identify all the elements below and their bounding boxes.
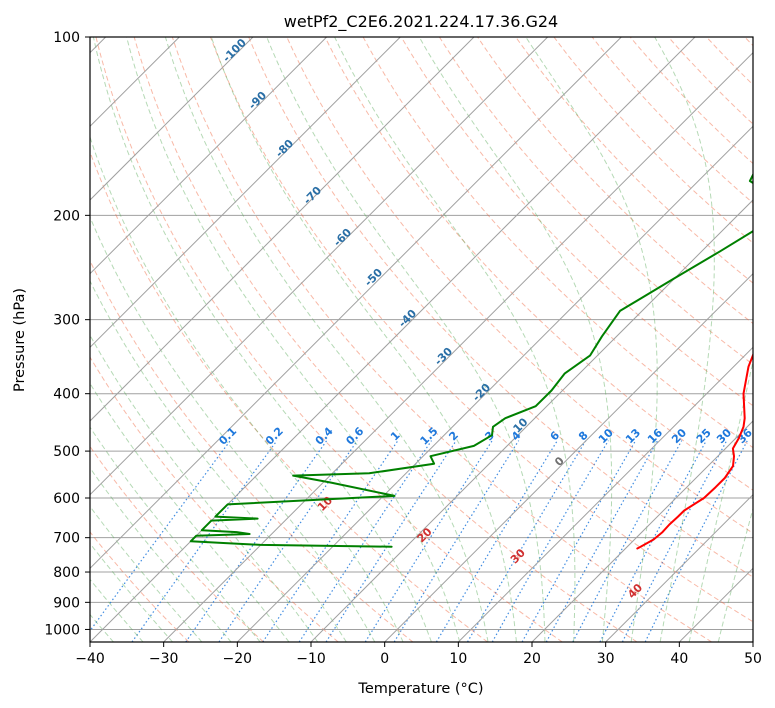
dry-adiabat-line: [90, 150, 488, 642]
x-axis-title: Temperature (°C): [357, 681, 483, 697]
y-axis-ticks: 100 200 300 400 500 600 700 800 900 1000: [44, 30, 90, 638]
dry-adiabat-line: [324, 37, 753, 491]
dry-adiabat-line: [133, 37, 638, 642]
isotherm-line: [163, 51, 753, 642]
y-tick-label: 600: [53, 491, 80, 507]
dry-adiabat-line: [95, 37, 563, 642]
moist-adiabat-lines: [90, 37, 753, 642]
dry-adiabat-line: [90, 531, 190, 642]
isotherm-line: [90, 37, 622, 570]
isotherm-line: [90, 37, 549, 496]
y-tick-label: 100: [53, 30, 80, 46]
x-tick-label: 20: [523, 651, 541, 667]
moist-adiabat-line: [688, 358, 753, 642]
isotherm-line: [90, 37, 328, 275]
x-tick-label: 40: [670, 651, 688, 667]
moist-adiabat-line: [90, 334, 319, 642]
y-axis-title: Pressure (hPa): [12, 288, 28, 392]
mixing-ratio-line: [466, 440, 587, 642]
isotherm-line: [90, 37, 254, 201]
temperature-profile-line: [636, 352, 753, 550]
moist-adiabat-line: [92, 37, 432, 642]
moist-adiabat-line: [164, 37, 489, 642]
dry-adiabat-line: [286, 37, 753, 534]
moist-adiabat-line: [90, 215, 376, 642]
mixing-ratio-line: [298, 440, 432, 642]
moist-adiabat-line: [126, 37, 461, 642]
plot-frame: [89, 36, 754, 643]
x-tick-label: −30: [149, 651, 179, 667]
x-axis-ticks: −40 −30 −20 −10 0 10 20 30 40 50: [75, 642, 762, 667]
dry-adiabat-line: [90, 356, 339, 642]
x-tick-label: −40: [75, 651, 105, 667]
moist-adiabat-line: [418, 37, 613, 642]
moist-adiabat-line: [90, 426, 261, 642]
mixing-ratio-line: [491, 440, 609, 642]
isotherm-line: [605, 493, 753, 642]
y-tick-label: 700: [53, 531, 80, 547]
x-tick-label: 30: [597, 651, 615, 667]
isotherm-line: [384, 272, 753, 642]
y-tick-label: 400: [53, 387, 80, 403]
mixing-ratio-line: [521, 440, 637, 642]
isotherm-line: [310, 199, 753, 642]
x-tick-label: 10: [449, 651, 467, 667]
isotherm-line: [236, 125, 753, 642]
mixing-ratio-lines: [90, 440, 748, 642]
mixing-ratio-line: [262, 440, 399, 642]
mixing-ratio-line: [621, 440, 728, 642]
dry-adiabat-line: [553, 37, 753, 244]
mixing-ratio-line: [185, 440, 328, 642]
profile-series: [189, 172, 753, 550]
isotherm-line: [531, 420, 753, 642]
moist-adiabat-line: [654, 37, 715, 642]
moist-adiabat-line: [717, 506, 753, 642]
isotherm-gridlines: [90, 37, 753, 642]
dry-adiabat-line: [400, 37, 753, 407]
x-tick-label: 0: [380, 651, 389, 667]
dry-adiabat-line: [438, 37, 753, 365]
x-tick-label: −20: [223, 651, 253, 667]
dry-adiabat-line: [171, 37, 712, 642]
mixing-ratio-line: [435, 440, 558, 642]
chart-title: wetPf2_C2E6.2021.224.17.36.G24: [284, 12, 558, 32]
y-tick-label: 800: [53, 565, 80, 581]
moist-adiabat-line: [90, 135, 404, 642]
moist-adiabat-line: [525, 37, 658, 642]
dewpoint-profile-line: [189, 172, 753, 548]
dry-adiabat-line: [248, 37, 753, 578]
mixing-ratio-line: [90, 440, 231, 632]
dry-adiabat-line: [591, 37, 753, 204]
dry-adiabat-line: [477, 37, 753, 325]
mixing-ratio-line: [393, 440, 520, 642]
y-tick-label: 500: [53, 444, 80, 460]
mixing-ratio-line: [644, 440, 748, 642]
isobar-gridlines: [90, 37, 753, 630]
isotherm-line: [90, 37, 401, 349]
moist-adiabat-line: [90, 382, 290, 642]
moist-adiabat-line: [90, 467, 232, 642]
isotherm-line: [457, 346, 753, 642]
mixing-ratio-line: [131, 440, 278, 642]
x-tick-label: 50: [744, 651, 762, 667]
moist-adiabat-line: [210, 37, 517, 642]
moist-adiabat-line: [266, 37, 546, 642]
y-tick-label: 200: [53, 208, 80, 224]
x-tick-label: −10: [296, 651, 326, 667]
y-tick-label: 900: [53, 595, 80, 611]
moist-adiabat-line: [334, 37, 576, 642]
y-tick-label: 300: [53, 313, 80, 329]
dry-adiabat-line: [210, 37, 753, 623]
isotherm-line: [90, 37, 475, 422]
dry-adiabat-line: [90, 259, 414, 642]
mixing-ratio-line: [218, 440, 358, 642]
y-tick-label: 1000: [44, 622, 80, 638]
